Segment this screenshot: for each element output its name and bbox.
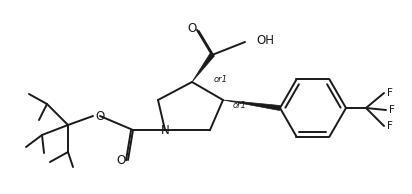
Text: or1: or1	[214, 74, 228, 83]
Text: or1: or1	[233, 100, 247, 109]
Text: O: O	[187, 23, 197, 36]
Polygon shape	[192, 54, 214, 82]
Text: O: O	[95, 109, 105, 122]
Text: F: F	[387, 121, 393, 131]
Text: O: O	[116, 153, 126, 166]
Polygon shape	[223, 100, 280, 110]
Text: F: F	[387, 88, 393, 98]
Text: F: F	[389, 105, 395, 115]
Text: OH: OH	[256, 35, 274, 48]
Text: N: N	[161, 124, 169, 137]
